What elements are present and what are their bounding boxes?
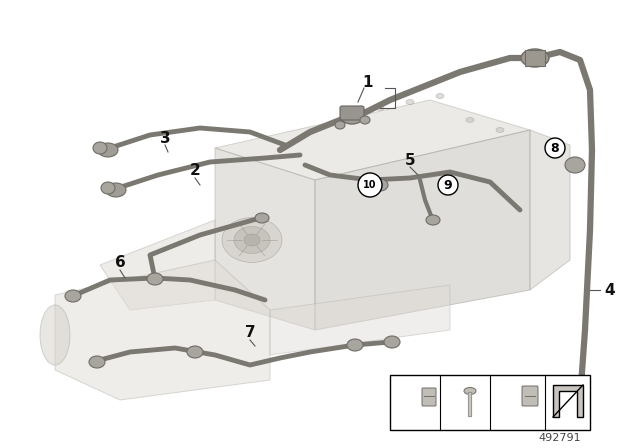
Polygon shape — [315, 130, 530, 330]
Ellipse shape — [346, 112, 354, 117]
Ellipse shape — [496, 128, 504, 133]
Text: 6: 6 — [115, 254, 125, 270]
Ellipse shape — [376, 105, 384, 111]
Polygon shape — [100, 220, 215, 310]
Ellipse shape — [93, 142, 107, 154]
Ellipse shape — [147, 273, 163, 285]
Ellipse shape — [101, 182, 115, 194]
Ellipse shape — [466, 117, 474, 122]
Text: 3: 3 — [160, 130, 170, 146]
Bar — [525, 50, 545, 66]
Ellipse shape — [384, 336, 400, 348]
Polygon shape — [553, 385, 583, 417]
Ellipse shape — [360, 116, 370, 124]
Text: 8: 8 — [550, 142, 559, 155]
Text: 7: 7 — [244, 324, 255, 340]
Ellipse shape — [255, 213, 269, 223]
Text: 9: 9 — [444, 178, 452, 191]
FancyBboxPatch shape — [422, 388, 436, 406]
Circle shape — [438, 175, 458, 195]
Ellipse shape — [335, 121, 345, 129]
Ellipse shape — [406, 99, 414, 104]
Ellipse shape — [187, 346, 203, 358]
Ellipse shape — [436, 94, 444, 99]
Bar — [390, 375, 590, 430]
Polygon shape — [530, 130, 570, 290]
Text: 5: 5 — [404, 152, 415, 168]
Ellipse shape — [341, 110, 363, 124]
Ellipse shape — [573, 395, 587, 405]
Text: 9: 9 — [449, 392, 455, 401]
Text: 1: 1 — [363, 74, 373, 90]
Ellipse shape — [222, 217, 282, 263]
Ellipse shape — [65, 290, 81, 302]
Polygon shape — [55, 260, 270, 400]
Ellipse shape — [372, 179, 388, 191]
Circle shape — [358, 173, 382, 197]
Ellipse shape — [106, 183, 126, 197]
Ellipse shape — [565, 157, 585, 173]
Ellipse shape — [40, 305, 70, 365]
Polygon shape — [215, 100, 530, 180]
Polygon shape — [215, 148, 315, 330]
Circle shape — [495, 387, 515, 407]
FancyBboxPatch shape — [340, 106, 364, 120]
Ellipse shape — [244, 234, 260, 246]
Ellipse shape — [426, 215, 440, 225]
Text: 10: 10 — [364, 180, 377, 190]
Circle shape — [442, 387, 462, 407]
Ellipse shape — [89, 356, 105, 368]
Circle shape — [392, 385, 416, 409]
Text: 8: 8 — [502, 392, 508, 401]
Text: 2: 2 — [189, 163, 200, 177]
FancyBboxPatch shape — [522, 386, 538, 406]
Text: 492791: 492791 — [539, 433, 581, 443]
Ellipse shape — [521, 49, 549, 67]
Ellipse shape — [234, 227, 270, 254]
Circle shape — [545, 138, 565, 158]
Ellipse shape — [98, 143, 118, 157]
Ellipse shape — [347, 339, 363, 351]
Text: 10: 10 — [398, 392, 410, 401]
Ellipse shape — [464, 388, 476, 395]
Text: 4: 4 — [605, 283, 615, 297]
Polygon shape — [270, 285, 450, 355]
